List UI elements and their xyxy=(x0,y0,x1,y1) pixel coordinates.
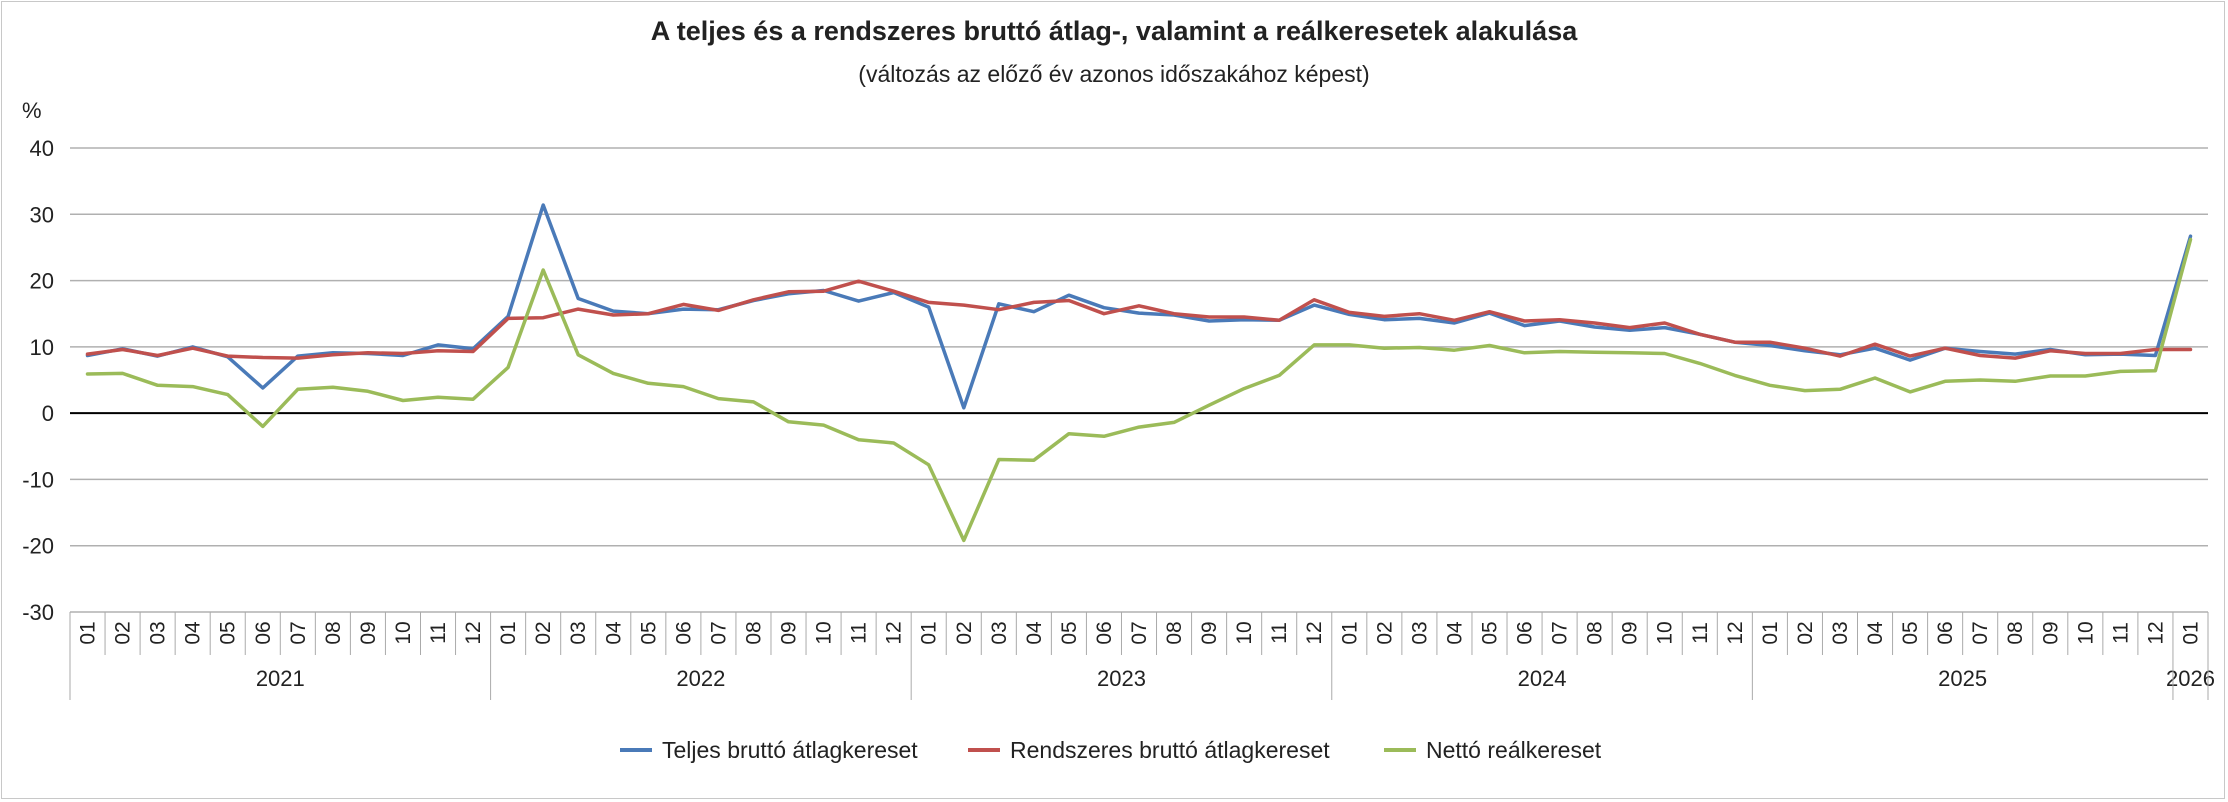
month-tick-label: 08 xyxy=(1163,621,1186,644)
month-tick-label: 05 xyxy=(637,621,660,644)
y-tick-label: 30 xyxy=(30,202,54,227)
month-tick-label: 11 xyxy=(1268,622,1291,644)
month-tick-label: 11 xyxy=(2109,622,2132,644)
chart-title: A teljes és a rendszeres bruttó átlag-, … xyxy=(651,16,1578,46)
legend-label-1: Teljes bruttó átlagkereset xyxy=(662,737,918,763)
y-tick-label: 10 xyxy=(30,335,54,360)
month-tick-label: 03 xyxy=(1408,621,1431,644)
month-tick-label: 01 xyxy=(1759,621,1782,644)
month-tick-label: 06 xyxy=(672,621,695,644)
legend: Teljes bruttó átlagkereset Rendszeres bru… xyxy=(620,737,1602,763)
y-tick-label: -20 xyxy=(22,534,54,559)
month-tick-label: 07 xyxy=(707,621,730,644)
legend-label-3: Nettó reálkereset xyxy=(1426,737,1602,763)
y-tick-label: 40 xyxy=(30,136,54,161)
month-tick-label: 09 xyxy=(2039,621,2062,644)
month-tick-label: 06 xyxy=(1514,621,1537,644)
month-tick-label: 07 xyxy=(1969,621,1992,644)
month-tick-label: 08 xyxy=(2004,621,2027,644)
year-label: 2021 xyxy=(256,666,305,691)
series-line-3 xyxy=(85,237,2193,543)
month-tick-label: 09 xyxy=(1198,621,1221,644)
month-tick-label: 10 xyxy=(1233,621,1256,644)
month-tick-label: 05 xyxy=(1478,621,1501,644)
month-tick-label: 07 xyxy=(287,621,310,644)
month-tick-label: 02 xyxy=(953,621,976,644)
y-axis-ticks: 40 30 20 10 0 -10 -20 -30 xyxy=(22,136,54,625)
month-tick-label: 09 xyxy=(1619,621,1642,644)
month-tick-label: 11 xyxy=(848,622,871,644)
y-tick-label: 20 xyxy=(30,269,54,294)
month-tick-label: 01 xyxy=(2179,621,2202,644)
y-tick-label: -30 xyxy=(22,600,54,625)
x-axis: 01 02 03 04 05 06 07 08 09 10 11 12 01 02 03 04 05 06 07 08… xyxy=(69,612,2215,700)
legend-label-2: Rendszeres bruttó átlagkereset xyxy=(1010,737,1330,763)
month-tick-label: 06 xyxy=(1093,621,1116,644)
month-tick-label: 08 xyxy=(742,621,765,644)
month-tick-label: 10 xyxy=(1654,621,1677,644)
month-tick-label: 04 xyxy=(602,621,625,645)
month-tick-label: 02 xyxy=(1794,621,1817,644)
month-tick-label: 03 xyxy=(1829,621,1852,644)
month-tick-label: 07 xyxy=(1549,621,1572,644)
month-tick-label: 05 xyxy=(1899,621,1922,644)
month-tick-label: 01 xyxy=(918,621,941,644)
year-label: 2023 xyxy=(1097,666,1146,691)
chart-subtitle: (változás az előző év azonos időszakához… xyxy=(858,61,1369,87)
month-tick-label: 05 xyxy=(1058,621,1081,644)
month-tick-label: 12 xyxy=(883,621,906,644)
month-tick-label: 11 xyxy=(1689,622,1712,644)
y-axis-unit: % xyxy=(22,98,42,123)
month-tick-label: 04 xyxy=(182,621,205,645)
month-tick-label: 05 xyxy=(217,621,240,644)
y-tick-label: 0 xyxy=(42,401,54,426)
month-tick-label: 06 xyxy=(252,621,275,644)
month-tick-label: 10 xyxy=(813,621,836,644)
month-tick-label: 10 xyxy=(392,621,415,644)
month-tick-label: 06 xyxy=(1934,621,1957,644)
year-label: 2025 xyxy=(1938,666,1987,691)
month-tick-label: 01 xyxy=(77,621,100,644)
month-tick-label: 04 xyxy=(1864,621,1887,645)
gridlines xyxy=(70,147,2208,613)
month-tick-label: 04 xyxy=(1443,621,1466,645)
month-tick-label: 08 xyxy=(322,621,345,644)
month-tick-label: 01 xyxy=(497,621,520,644)
month-tick-label: 03 xyxy=(147,621,170,644)
month-tick-label: 12 xyxy=(462,621,485,644)
month-tick-label: 01 xyxy=(1338,621,1361,644)
month-tick-label: 02 xyxy=(112,621,135,644)
month-tick-label: 11 xyxy=(427,622,450,644)
series-lines xyxy=(85,203,2193,543)
year-label: 2022 xyxy=(676,666,725,691)
month-tick-label: 12 xyxy=(1724,621,1747,644)
month-tick-label: 12 xyxy=(2144,621,2167,644)
month-tick-label: 12 xyxy=(1303,621,1326,644)
month-tick-label: 02 xyxy=(532,621,555,644)
month-tick-label: 09 xyxy=(778,621,801,644)
y-tick-label: -10 xyxy=(22,467,54,492)
month-tick-label: 10 xyxy=(2074,621,2097,644)
month-tick-label: 04 xyxy=(1023,621,1046,645)
year-label: 2026 xyxy=(2166,666,2215,691)
month-tick-label: 07 xyxy=(1128,621,1151,644)
series-line-2 xyxy=(85,279,2193,360)
month-tick-label: 09 xyxy=(357,621,380,644)
year-label: 2024 xyxy=(1518,666,1567,691)
month-tick-label: 03 xyxy=(988,621,1011,644)
month-tick-label: 03 xyxy=(567,621,590,644)
month-tick-label: 02 xyxy=(1373,621,1396,644)
month-tick-label: 08 xyxy=(1584,621,1607,644)
